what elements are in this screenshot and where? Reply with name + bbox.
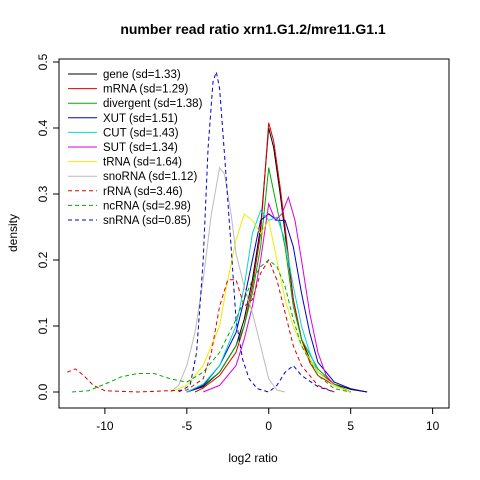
y-axis-label: density	[6, 214, 20, 252]
series-snrna-line	[178, 69, 335, 393]
series-divergent-line	[186, 167, 351, 393]
legend-entry-rrna: rRNA (sd=3.46)	[103, 186, 183, 198]
series-sut-line	[203, 195, 351, 393]
x-tick-label: 0	[265, 419, 272, 433]
y-tick-label: 0.0	[36, 383, 50, 400]
series-mrna-line	[194, 122, 351, 393]
legend-entry-snrna: snRNA (sd=0.85)	[103, 215, 191, 227]
y-tick-label: 0.5	[36, 53, 50, 70]
legend-entry-divergent: divergent (sd=1.38)	[103, 98, 203, 110]
x-axis: -10 -5 0 5 10	[96, 407, 440, 433]
legend-entry-cut: CUT (sd=1.43)	[103, 127, 179, 139]
series-cut-line	[186, 209, 351, 393]
y-axis: 0.0 0.1 0.2 0.3 0.4 0.5	[36, 53, 59, 400]
plot-frame	[58, 58, 450, 409]
chart-title: number read ratio xrn1.G1.2/mre11.G1.1	[120, 21, 386, 37]
y-tick-label: 0.4	[36, 119, 50, 136]
y-tick-label: 0.2	[36, 251, 50, 268]
series-rrna-line	[67, 258, 335, 393]
legend-entry-trna: tRNA (sd=1.64)	[103, 157, 182, 169]
legend-entry-xut: XUT (sd=1.51)	[103, 113, 178, 125]
series-xut-line	[186, 213, 368, 393]
x-tick-label: -10	[96, 419, 114, 433]
x-axis-label: log2 ratio	[228, 451, 278, 465]
series-layer	[67, 69, 368, 393]
legend-entry-mrna: mRNA (sd=1.29)	[103, 84, 188, 96]
series-ncrna-line	[72, 259, 351, 393]
y-tick-label: 0.3	[36, 185, 50, 202]
legend-entry-snorna: snoRNA (sd=1.12)	[103, 171, 197, 183]
y-tick-label: 0.1	[36, 317, 50, 334]
legend-entry-sut: SUT (sd=1.34)	[103, 142, 178, 154]
legend-entry-gene: gene (sd=1.33)	[103, 69, 181, 81]
legend: gene (sd=1.33) mRNA (sd=1.29) divergent (s…	[68, 69, 203, 227]
legend-entry-ncrna: ncRNA (sd=2.98)	[103, 200, 191, 212]
series-trna-line	[170, 212, 351, 393]
x-tick-label: -5	[181, 419, 192, 433]
x-tick-label: 5	[347, 419, 354, 433]
x-tick-label: 10	[426, 419, 440, 433]
